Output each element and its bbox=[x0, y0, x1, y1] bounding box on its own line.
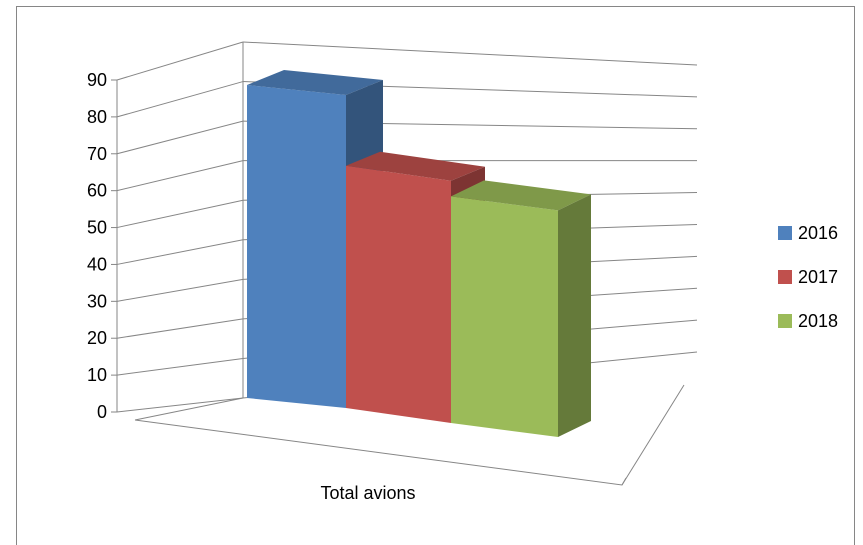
chart-walls bbox=[116, 42, 685, 486]
legend-label-2017: 2017 bbox=[798, 267, 838, 287]
x-category-label: Total avions bbox=[320, 483, 415, 503]
gridline-side bbox=[116, 239, 244, 265]
bars bbox=[247, 70, 591, 437]
floor-tick bbox=[621, 477, 627, 486]
bar-top-2018 bbox=[451, 180, 591, 211]
gridline-side bbox=[116, 318, 244, 339]
y-tick-label: 40 bbox=[87, 254, 107, 274]
legend-swatch-2016 bbox=[778, 226, 792, 240]
floor-left-edge bbox=[134, 397, 244, 421]
y-tick-label: 0 bbox=[97, 402, 107, 422]
bar-side-2018 bbox=[558, 194, 591, 437]
gridline-side bbox=[116, 160, 244, 192]
y-tick-label: 30 bbox=[87, 291, 107, 311]
y-tick-label: 20 bbox=[87, 328, 107, 348]
legend-swatch-2018 bbox=[778, 314, 792, 328]
y-tick-label: 50 bbox=[87, 218, 107, 238]
y-tick-label: 10 bbox=[87, 365, 107, 385]
bar-front-2016 bbox=[247, 85, 346, 408]
legend-label-2018: 2018 bbox=[798, 311, 838, 331]
gridline-side bbox=[116, 120, 244, 155]
bar-2018 bbox=[451, 180, 591, 437]
gridline-side bbox=[116, 397, 244, 413]
y-axis-ticks: 0 10 20 30 40 50 60 70 80 90 bbox=[87, 70, 117, 422]
bar-top-2016 bbox=[247, 70, 383, 95]
y-tick-label: 70 bbox=[87, 144, 107, 164]
gridline-side bbox=[116, 357, 244, 376]
y-tick-label: 60 bbox=[87, 181, 107, 201]
bar-top-2017 bbox=[346, 151, 485, 181]
gridline-back bbox=[242, 41, 698, 66]
legend-label-2016: 2016 bbox=[798, 223, 838, 243]
gridline-side bbox=[116, 41, 244, 81]
gridline-side bbox=[116, 199, 244, 229]
bar-front-2018 bbox=[451, 196, 558, 437]
y-tick-label: 80 bbox=[87, 107, 107, 127]
legend-swatch-2017 bbox=[778, 270, 792, 284]
gridline-side bbox=[116, 81, 244, 118]
gridline-side bbox=[116, 278, 244, 302]
x-axis-labels: Total avions bbox=[320, 483, 415, 503]
bar-front-2017 bbox=[346, 165, 451, 423]
legend: 2016 2017 2018 bbox=[778, 223, 838, 331]
y-tick-label: 90 bbox=[87, 70, 107, 90]
